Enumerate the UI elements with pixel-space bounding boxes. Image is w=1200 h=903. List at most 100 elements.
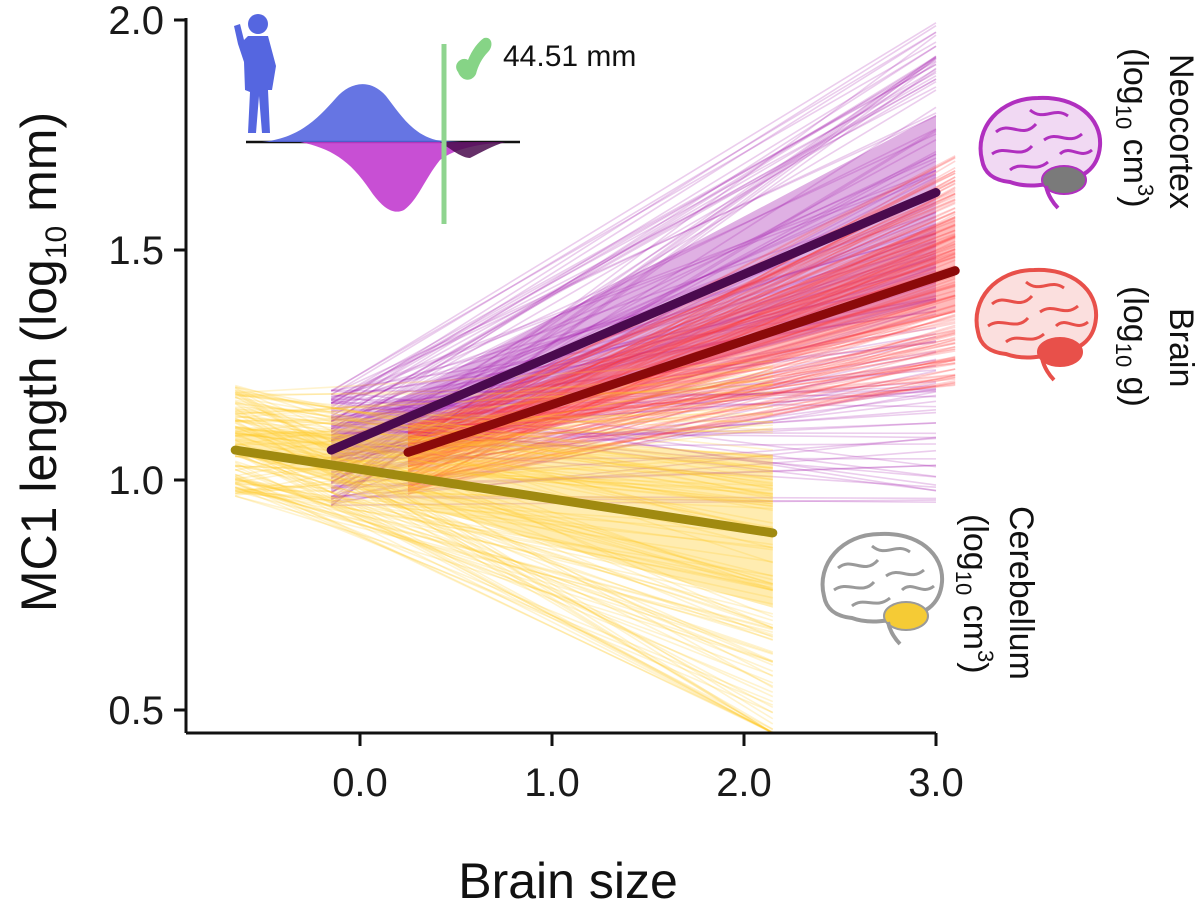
posterior-sample-line [330, 45, 937, 418]
posterior-sample-line [330, 174, 937, 441]
x-axis-title: Brain size [458, 853, 678, 903]
posterior-sample-line [331, 399, 937, 478]
posterior-sample-line [235, 380, 773, 398]
cerebellum-brain-icon [820, 531, 945, 646]
posterior-sample-line [235, 479, 773, 599]
posterior-sample-line [235, 409, 773, 459]
posterior-sample-line [235, 378, 773, 433]
brain-fold [1039, 304, 1079, 314]
posterior-sample-line [330, 245, 937, 468]
posterior-sample-line [235, 401, 773, 485]
posterior-sample-line [235, 420, 773, 524]
posterior-sample-line [407, 382, 956, 468]
posterior-sample-line [234, 446, 774, 734]
y-tick-label: 0.5 [108, 689, 164, 733]
posterior-sample-line [235, 397, 773, 532]
posterior-sample-line [330, 55, 937, 489]
posterior-sample-line [331, 389, 937, 398]
posterior-sample-line [407, 198, 956, 435]
posterior-sample-line [407, 356, 956, 443]
posterior-sample-line [330, 78, 937, 422]
posterior-sample-line [330, 31, 937, 413]
posterior-sample-line [407, 229, 956, 436]
posterior-sample-line [234, 392, 774, 734]
brain-units: (log10 g) [1111, 286, 1154, 407]
posterior-sample-line [234, 439, 774, 734]
posterior-sample-line [331, 417, 937, 492]
posterior-sample-line [407, 339, 956, 465]
posterior-sample-line [235, 369, 773, 458]
posterior-sample-line [407, 294, 956, 457]
posterior-sample-line [407, 328, 956, 461]
posterior-sample-line [234, 486, 774, 630]
posterior-sample-line [407, 193, 956, 463]
y-axis-title-tail: mm) [11, 112, 67, 226]
posterior-sample-line [331, 424, 937, 478]
brain-stem [1044, 185, 1060, 210]
posterior-sample-line [235, 391, 773, 481]
posterior-sample-line [407, 338, 956, 487]
posterior-sample-line [407, 381, 956, 482]
neocortex-unit-tail: cm [1116, 129, 1154, 184]
posterior-sample-line [330, 169, 937, 448]
posterior-sample-line [330, 86, 937, 405]
posterior-sample-line [407, 170, 956, 445]
posterior-sample-line [234, 418, 774, 585]
posterior-sample-line [407, 380, 956, 482]
posterior-sample-line [235, 426, 773, 456]
posterior-sample-line [330, 305, 937, 467]
posterior-sample-line [234, 482, 774, 662]
posterior-sample-line [407, 376, 956, 492]
posterior-sample-line [235, 402, 773, 475]
brain-unit-tail: g) [1116, 367, 1154, 407]
x-tick-label: 1.0 [524, 761, 580, 805]
posterior-sample-line [234, 486, 774, 706]
posterior-sample-line [331, 387, 937, 427]
posterior-sample-line [235, 486, 773, 589]
posterior-sample-line [407, 359, 956, 483]
posterior-sample-line [407, 210, 956, 446]
posterior-sample-line [330, 169, 937, 400]
posterior-sample-line [235, 427, 773, 481]
fossil-distribution-tail [440, 142, 505, 158]
posterior-sample-line [407, 374, 956, 485]
posterior-sample-line [407, 199, 956, 443]
posterior-sample-line [235, 409, 773, 487]
posterior-sample-line [331, 398, 937, 408]
posterior-sample-line [407, 211, 956, 452]
posterior-sample-line [407, 317, 956, 428]
posterior-sample-line [407, 281, 956, 458]
brain-fold [1005, 332, 1045, 344]
posterior-sample-line [235, 425, 773, 529]
posterior-sample-line [331, 394, 937, 476]
posterior-sample-line [330, 306, 937, 480]
posterior-sample-line [330, 56, 937, 433]
posterior-sample-line [407, 295, 956, 459]
posterior-sample-line [235, 432, 773, 508]
posterior-sample-line [330, 157, 937, 426]
posterior-sample-line [407, 311, 956, 439]
posterior-sample-line [330, 211, 937, 483]
posterior-sample-line [407, 256, 956, 445]
posterior-sample-line [407, 206, 956, 443]
posterior-sample-line [235, 391, 773, 396]
posterior-sample-line [235, 446, 773, 581]
posterior-sample-line [330, 129, 937, 498]
posterior-sample-line [331, 351, 937, 484]
posterior-sample-line [407, 225, 956, 435]
posterior-sample-line [330, 61, 937, 507]
posterior-sample-line [235, 478, 773, 585]
posterior-sample-line [330, 89, 937, 456]
human-distribution [262, 84, 500, 143]
posterior-sample-line [330, 170, 937, 492]
brain-fold [995, 122, 1038, 134]
posterior-sample-line [235, 483, 773, 510]
posterior-sample-line [235, 495, 773, 633]
x-axis-ticks: 0.0 1.0 2.0 3.0 [332, 733, 964, 805]
posterior-sample-line [234, 411, 774, 629]
posterior-sample-line [407, 348, 956, 456]
posterior-sample-line [234, 475, 774, 641]
brain-unit-prefix: (log [1116, 286, 1154, 343]
brain-fold [1043, 132, 1083, 142]
